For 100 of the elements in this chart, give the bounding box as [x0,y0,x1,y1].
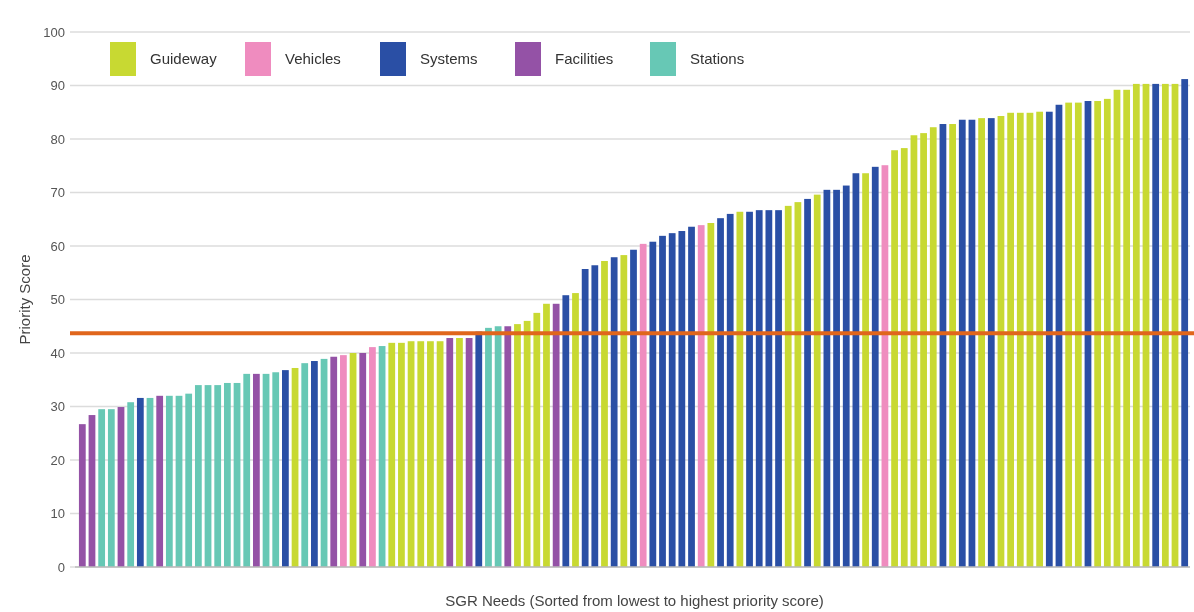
legend-label: Guideway [150,50,218,68]
bar [620,255,628,567]
bar [533,312,541,567]
bar [707,223,715,567]
bar [784,205,792,567]
y-tick-label: 40 [50,345,65,361]
bar [388,342,396,567]
bar [272,372,280,567]
bar [185,393,193,567]
bar [581,269,589,567]
bar [804,198,811,567]
bar [746,211,753,567]
bar [1045,111,1053,567]
bar [340,355,347,567]
bar [223,382,231,567]
bar [649,241,657,567]
bar [591,265,599,567]
bar [1152,83,1160,567]
bar [369,347,376,567]
bar [920,133,927,567]
bar [398,342,405,567]
bar [330,356,338,567]
bar [543,303,550,567]
bar [891,150,898,567]
y-tick-label: 50 [50,292,65,308]
bar [1016,112,1024,567]
bar [427,341,434,567]
bar [417,341,425,567]
bar [726,213,734,567]
bar [456,338,463,567]
bar [523,320,531,567]
bar [678,231,686,567]
bar [688,226,695,567]
bar [1074,102,1082,567]
bar [98,409,106,567]
bar [630,249,637,567]
legend-label: Facilities [555,50,614,68]
bar [301,363,309,567]
y-tick-label: 0 [57,559,65,575]
bar [1103,98,1111,567]
bar [562,295,570,567]
bar [775,210,782,567]
bar [871,166,879,567]
bar [610,257,618,567]
y-tick-label: 90 [50,78,65,94]
legend-label: Stations [690,50,745,68]
bar [601,260,608,567]
bar [1036,111,1044,567]
bar [107,409,115,567]
y-axis-title: Priority Score [16,254,33,345]
bar [958,119,966,567]
y-tick-label: 100 [43,24,65,40]
bar [697,225,705,567]
x-axis-title: SGR Needs (Sorted from lowest to highest priority score) [445,592,824,609]
bar [765,210,773,567]
bar [1181,79,1189,567]
bar [736,211,744,567]
bar [659,235,666,567]
bar [639,243,647,567]
y-tick-label: 80 [50,131,65,147]
bar [165,395,173,567]
bar [1094,101,1102,567]
y-tick-label: 30 [50,399,65,415]
bar [572,293,579,567]
bar [1065,102,1073,567]
bar [504,326,512,567]
bar [252,373,260,567]
bar [813,194,821,567]
bar [755,210,763,567]
bar [842,185,850,567]
bar [514,324,521,567]
bar [194,385,202,567]
bar [929,127,937,567]
bar [1123,89,1131,567]
bar [156,395,164,567]
bar [987,118,995,567]
bar [717,218,724,567]
y-tick-label: 70 [50,185,65,201]
bar [862,173,869,567]
bar [243,373,251,567]
bar [214,385,222,567]
bar [136,397,144,567]
bar [485,327,492,567]
y-tick-label: 60 [50,238,65,254]
bar [978,118,985,567]
y-tick-label: 20 [50,452,65,468]
bar [127,402,135,567]
bar [1161,83,1169,567]
bar [1132,83,1140,567]
bar [311,361,318,567]
bar [900,148,908,567]
bar [359,353,367,567]
legend-label: Systems [420,50,478,68]
bar [446,338,454,567]
bar [78,424,86,567]
bar [552,303,560,567]
bar [668,233,676,567]
bar [494,326,502,567]
bar [282,370,289,567]
bar [949,124,956,567]
